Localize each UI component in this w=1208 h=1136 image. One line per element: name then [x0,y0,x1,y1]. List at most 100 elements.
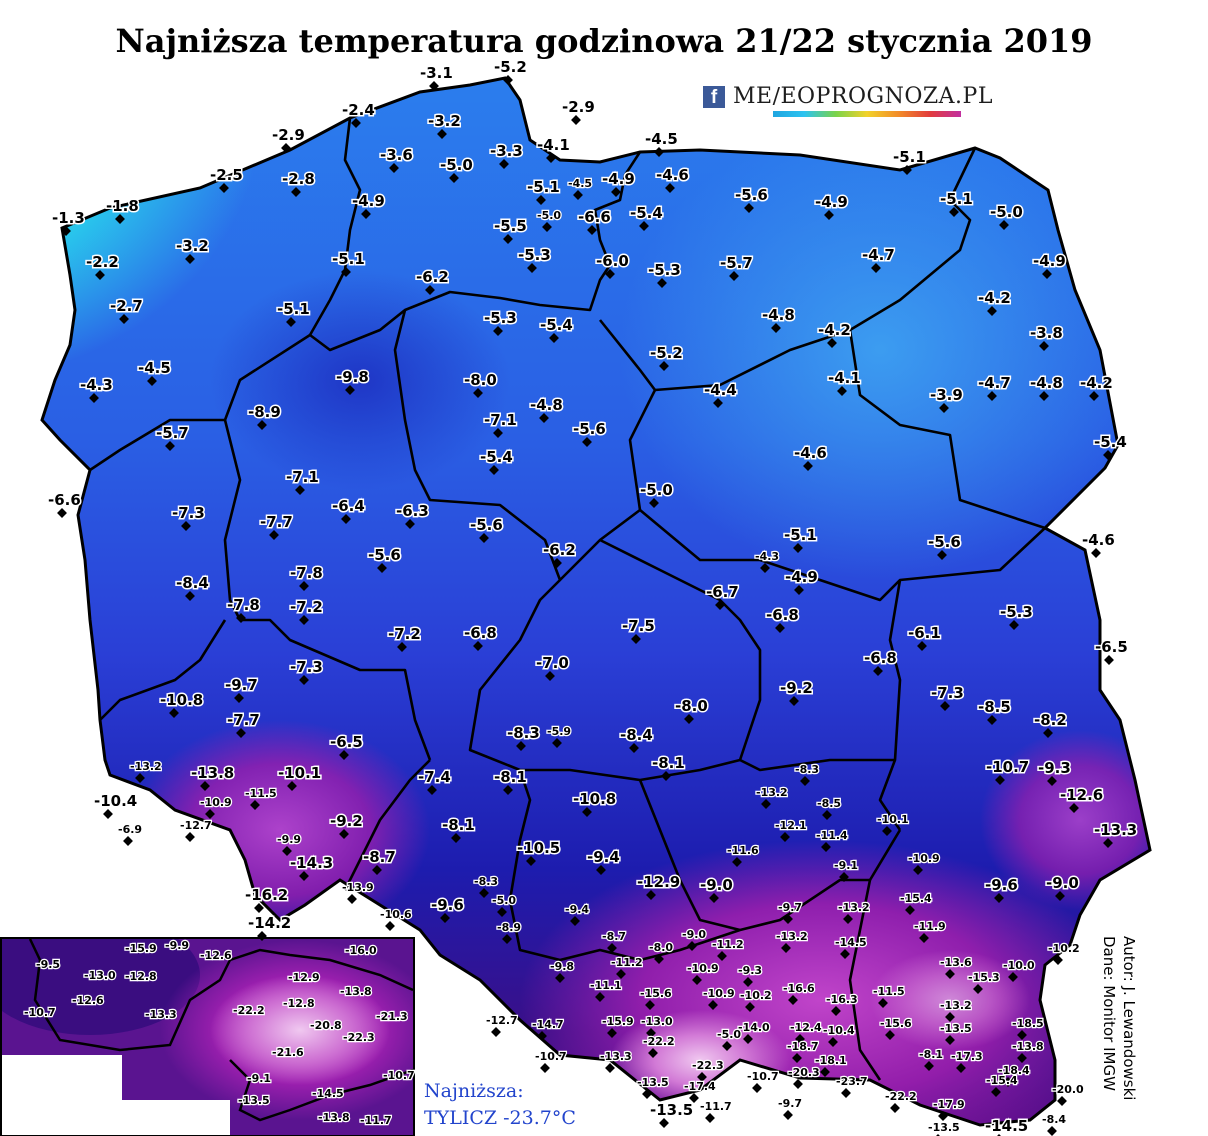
temperature-label: -16.6 [783,982,815,995]
temperature-label: -13.2 [838,901,870,914]
station-marker [1039,341,1049,351]
station-marker [882,826,892,836]
station-marker [1039,391,1049,401]
temperature-label: -6.9 [118,823,142,836]
station-marker [347,894,357,904]
station-marker [873,666,883,676]
temperature-label: -9.4 [587,848,620,866]
temperature-label: -2.8 [282,170,315,188]
temperature-label: -13.5 [637,1076,669,1089]
temperature-label: -14.7 [532,1018,564,1031]
station-marker [840,949,850,959]
station-marker [781,943,791,953]
temperature-label: -12.4 [790,1021,822,1034]
temperature-label: -11.2 [611,956,643,969]
temperature-label: -9.7 [778,1097,802,1110]
station-marker [236,728,246,738]
station-marker [440,913,450,923]
station-marker [536,195,546,205]
station-marker [341,267,351,277]
temperature-label: -4.1 [537,136,570,154]
station-marker [684,714,694,724]
temperature-label: -4.9 [815,193,848,211]
temperature-label: -15.3 [968,971,1000,984]
temperature-label: -5.3 [648,261,681,279]
temperature-label: -16.0 [345,944,377,957]
station-marker [257,931,267,941]
station-marker [743,1034,753,1044]
station-marker [135,773,145,783]
temperature-label: -10.9 [687,962,719,975]
station-marker [1103,838,1113,848]
temperature-label: -10.7 [747,1070,779,1083]
temperature-label: -4.2 [818,321,851,339]
temperature-label: -10.9 [200,796,232,809]
temperature-label: -5.3 [1000,603,1033,621]
temperature-label: -16.3 [826,993,858,1006]
logo-text[interactable]: ME∕EOPROGNOZA.PL [733,84,993,109]
station-marker [539,413,549,423]
temperature-label: -14.5 [835,936,867,949]
station-marker [945,1012,955,1022]
temperature-label: -5.6 [368,546,401,564]
station-marker [795,1034,805,1044]
facebook-icon[interactable]: f [703,86,725,108]
station-marker [607,1028,617,1038]
temperature-label: -8.9 [497,921,521,934]
temperature-label: -7.2 [388,625,421,643]
minimum-label: Najniższa: [424,1080,524,1102]
station-marker [165,441,175,451]
station-marker [649,498,659,508]
temperature-label: -16.2 [245,886,288,904]
station-marker [549,333,559,343]
station-marker [479,888,489,898]
temperature-label: -5.9 [547,725,571,738]
temperature-label: -18.5 [1012,1017,1044,1030]
temperature-label: -20.8 [310,1019,342,1032]
station-marker [717,951,727,961]
temperature-label: -7.2 [290,598,323,616]
temperature-label: -18.4 [998,1064,1030,1077]
temperature-label: -13.3 [1094,821,1137,839]
station-marker [425,285,435,295]
minimum-value: TYLICZ -23.7°C [424,1107,576,1129]
temperature-label: -6.5 [1095,638,1128,656]
temperature-label: -15.6 [880,1017,912,1030]
temperature-label: -5.7 [720,254,753,272]
temperature-label: -15.6 [640,987,672,1000]
temperature-label: -3.2 [428,112,461,130]
station-marker [629,743,639,753]
temperature-label: -17.4 [684,1080,716,1093]
temperature-label: -2.7 [110,297,143,315]
station-marker [573,190,583,200]
station-marker [1091,548,1101,558]
station-marker [645,1000,655,1010]
temperature-label: -22.2 [643,1035,675,1048]
temperature-label: -10.8 [573,790,616,808]
station-marker [788,995,798,1005]
temperature-label: -4.5 [138,359,171,377]
temperature-label: -13.8 [1012,1040,1044,1053]
temperature-label: -5.4 [1094,433,1127,451]
station-marker [299,871,309,881]
temperature-label: -11.4 [816,829,848,842]
station-marker [722,1041,732,1051]
temperature-label: -6.8 [464,624,497,642]
station-marker [616,969,626,979]
temperature-label: -5.6 [928,533,961,551]
temperature-label: -13.5 [238,1094,270,1107]
station-marker [205,809,215,819]
temperature-label: -9.6 [985,876,1018,894]
temperature-label: -10.7 [383,1069,415,1082]
temperature-label: -6.6 [578,208,611,226]
station-marker [945,1035,955,1045]
station-marker [642,1089,652,1099]
station-marker [1043,728,1053,738]
station-marker [987,715,997,725]
station-marker [437,129,447,139]
station-marker [526,856,536,866]
station-marker [1008,972,1018,982]
temperature-label: -10.8 [160,691,203,709]
temperature-label: -7.7 [260,513,293,531]
station-marker [1053,955,1063,965]
